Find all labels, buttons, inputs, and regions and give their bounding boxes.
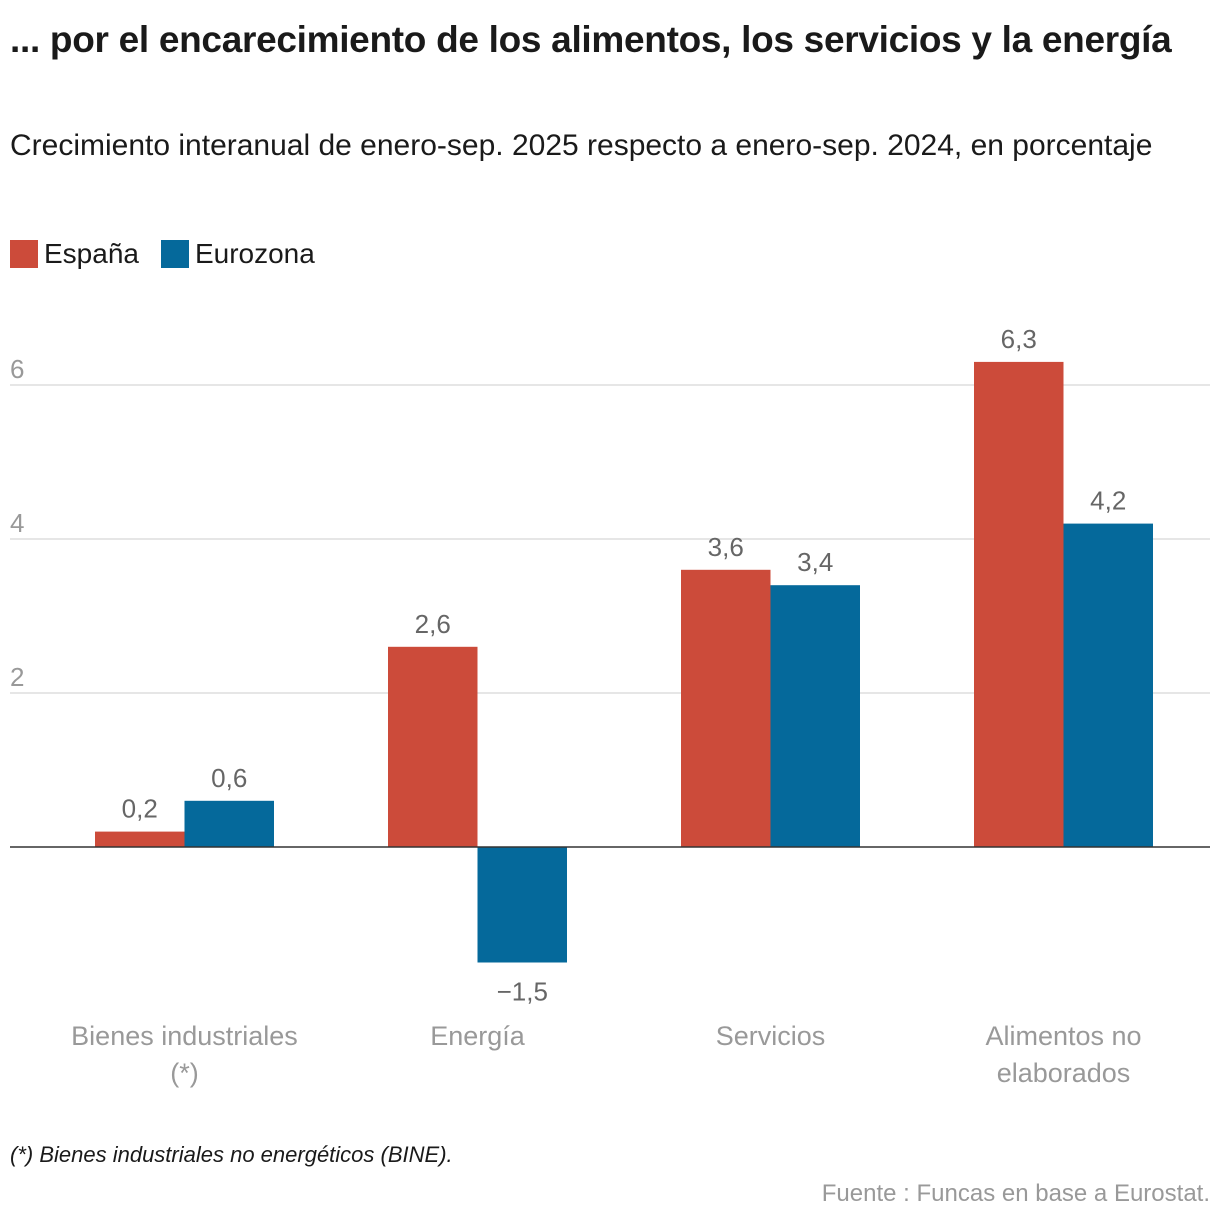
legend-item-eurozona: Eurozona	[160, 238, 315, 270]
bar-eurozona	[184, 800, 274, 847]
x-tick-label: Bienes industriales	[71, 1021, 298, 1051]
data-label: 6,3	[1001, 324, 1037, 354]
data-label: 3,4	[797, 547, 833, 577]
bar-españa	[388, 646, 478, 847]
chart-subtitle: Crecimiento interanual de enero-sep. 202…	[10, 129, 1153, 162]
bar-eurozona	[477, 847, 567, 963]
legend-item-espana: España	[10, 238, 139, 270]
x-tick-label: Servicios	[716, 1021, 826, 1051]
data-label: 0,6	[211, 763, 247, 793]
x-tick-label: (*)	[170, 1058, 199, 1088]
data-label: 2,6	[415, 609, 451, 639]
bar-eurozona	[770, 585, 860, 847]
bar-españa	[974, 361, 1064, 847]
chart-title: ... por el encarecimiento de los aliment…	[10, 19, 1172, 60]
bar-españa	[681, 569, 771, 847]
x-tick-label: Energía	[430, 1021, 526, 1051]
data-label: 0,2	[122, 794, 158, 824]
legend: España Eurozona	[10, 238, 315, 270]
legend-swatch-eurozona	[160, 240, 189, 268]
y-tick-label: 6	[10, 354, 24, 384]
footnote: (*) Bienes industriales no energéticos (…	[10, 1142, 453, 1167]
legend-swatch-espana	[10, 240, 38, 268]
y-tick-label: 4	[10, 508, 24, 538]
legend-label-espana: España	[44, 238, 139, 269]
y-tick-label: 2	[10, 662, 24, 692]
legend-label-eurozona: Eurozona	[194, 238, 315, 269]
x-tick-label: elaborados	[997, 1058, 1131, 1088]
bar-eurozona	[1063, 523, 1153, 847]
data-label: −1,5	[497, 977, 548, 1007]
data-label: 3,6	[708, 532, 744, 562]
source: Fuente : Funcas en base a Eurostat.	[821, 1180, 1210, 1207]
x-tick-label: Alimentos no	[985, 1021, 1141, 1051]
bar-españa	[95, 831, 185, 847]
data-label: 4,2	[1090, 486, 1126, 516]
